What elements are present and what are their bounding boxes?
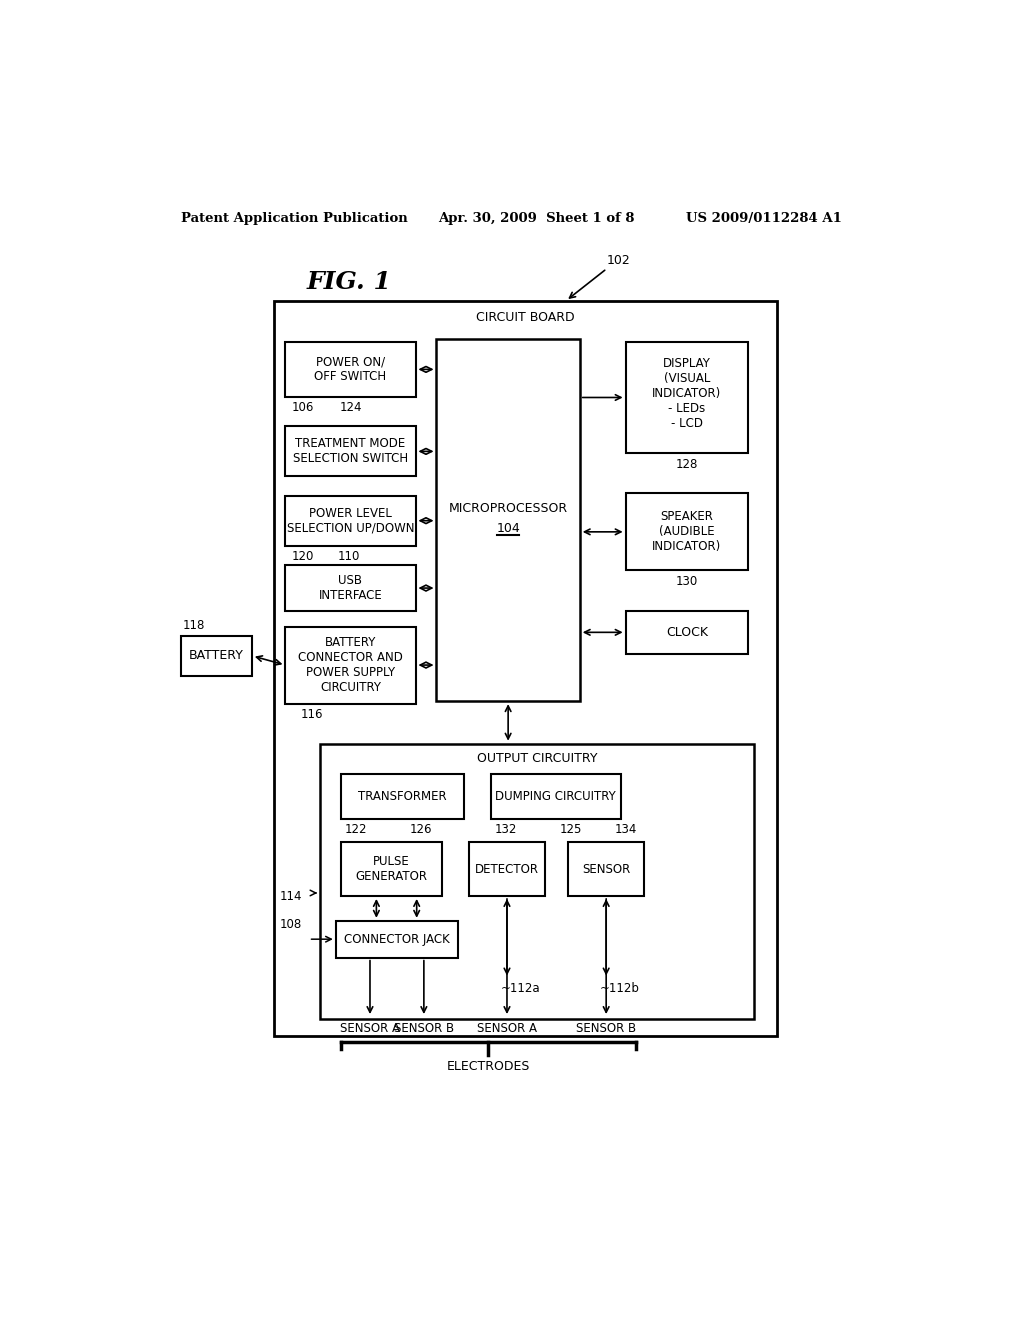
Text: 128: 128 (676, 458, 698, 471)
Text: Apr. 30, 2009  Sheet 1 of 8: Apr. 30, 2009 Sheet 1 of 8 (438, 213, 635, 224)
Text: 108: 108 (281, 917, 302, 931)
Text: POWER LEVEL
SELECTION UP/DOWN: POWER LEVEL SELECTION UP/DOWN (287, 507, 414, 535)
Text: 122: 122 (345, 824, 368, 837)
Text: SENSOR A: SENSOR A (477, 1022, 537, 1035)
Text: 132: 132 (495, 824, 517, 837)
Text: CLOCK: CLOCK (666, 626, 708, 639)
Text: FIG. 1: FIG. 1 (306, 269, 391, 293)
Text: DISPLAY
(VISUAL
INDICATOR)
- LEDs
- LCD: DISPLAY (VISUAL INDICATOR) - LEDs - LCD (652, 358, 721, 430)
Text: SENSOR B: SENSOR B (577, 1022, 636, 1035)
Bar (336, 921, 458, 958)
Bar (568, 842, 644, 896)
Bar (626, 611, 748, 653)
Bar (341, 842, 442, 896)
Text: 116: 116 (301, 708, 324, 721)
Text: DUMPING CIRCUITRY: DUMPING CIRCUITRY (496, 791, 616, 804)
Text: TREATMENT MODE
SELECTION SWITCH: TREATMENT MODE SELECTION SWITCH (293, 437, 408, 466)
Bar (469, 842, 545, 896)
Text: PULSE
GENERATOR: PULSE GENERATOR (355, 855, 427, 883)
Text: 114: 114 (280, 890, 302, 903)
Bar (286, 496, 416, 545)
Text: 120: 120 (292, 550, 314, 564)
Text: SENSOR: SENSOR (582, 862, 631, 875)
Bar (180, 636, 252, 676)
Text: DETECTOR: DETECTOR (475, 862, 539, 875)
Text: MICROPROCESSOR: MICROPROCESSOR (449, 502, 567, 515)
Bar (341, 775, 464, 818)
Text: CIRCUIT BOARD: CIRCUIT BOARD (476, 312, 574, 325)
Text: CONNECTOR JACK: CONNECTOR JACK (344, 933, 450, 945)
Text: ELECTRODES: ELECTRODES (446, 1060, 529, 1073)
Text: TRANSFORMER: TRANSFORMER (358, 791, 446, 804)
Text: 130: 130 (676, 574, 698, 587)
Bar (321, 743, 755, 1019)
Text: BATTERY: BATTERY (188, 649, 244, 663)
Text: SENSOR A: SENSOR A (340, 1022, 400, 1035)
Bar (286, 627, 416, 704)
Text: 126: 126 (410, 824, 432, 837)
Text: 104: 104 (497, 521, 520, 535)
Text: BATTERY
CONNECTOR AND
POWER SUPPLY
CIRCUITRY: BATTERY CONNECTOR AND POWER SUPPLY CIRCU… (298, 636, 402, 694)
Bar (626, 342, 748, 453)
Text: SPEAKER
(AUDIBLE
INDICATOR): SPEAKER (AUDIBLE INDICATOR) (652, 511, 721, 553)
Text: 102: 102 (607, 255, 631, 268)
Text: US 2009/0112284 A1: US 2009/0112284 A1 (686, 213, 842, 224)
Text: ~112b: ~112b (600, 982, 640, 995)
Bar (273, 301, 777, 1036)
Bar (626, 494, 748, 570)
Text: POWER ON/
OFF SWITCH: POWER ON/ OFF SWITCH (314, 355, 386, 383)
Text: OUTPUT CIRCUITRY: OUTPUT CIRCUITRY (477, 752, 597, 766)
Bar (490, 775, 621, 818)
Bar (286, 426, 416, 477)
Text: 106: 106 (292, 401, 314, 414)
Text: 134: 134 (614, 824, 637, 837)
Bar (286, 565, 416, 611)
Text: USB
INTERFACE: USB INTERFACE (318, 574, 382, 602)
Text: 125: 125 (560, 824, 582, 837)
Text: 118: 118 (182, 619, 205, 632)
Bar (286, 342, 416, 397)
Text: SENSOR B: SENSOR B (394, 1022, 454, 1035)
Bar (436, 339, 580, 701)
Text: ~112a: ~112a (501, 982, 541, 995)
Text: 110: 110 (338, 550, 360, 564)
Text: 124: 124 (340, 401, 362, 414)
Text: Patent Application Publication: Patent Application Publication (180, 213, 408, 224)
